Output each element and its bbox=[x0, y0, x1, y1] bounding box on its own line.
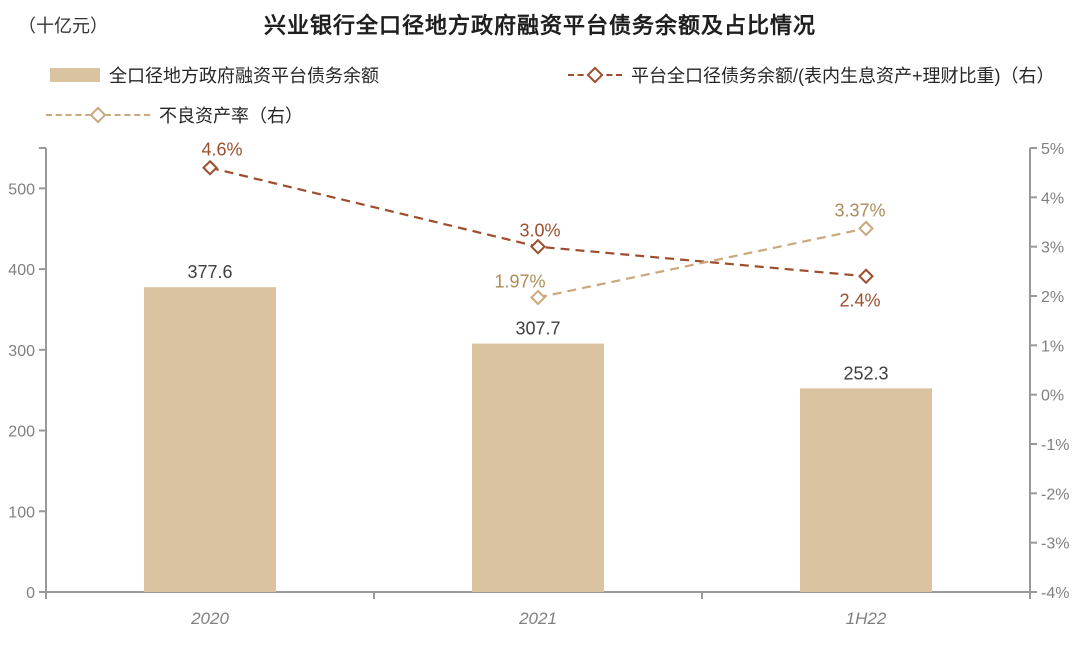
diamond-marker bbox=[530, 289, 546, 306]
chart-title: 兴业银行全口径地方政府融资平台债务余额及占比情况 bbox=[263, 13, 816, 38]
bar-swatch-icon bbox=[50, 68, 100, 82]
chart-text: 2021 bbox=[518, 609, 557, 628]
chart-text: -4% bbox=[1041, 585, 1069, 602]
legend-label: 全口径地方政府融资平台债务余额 bbox=[109, 66, 379, 86]
chart-text: 400 bbox=[8, 262, 35, 279]
diamond-marker bbox=[858, 220, 874, 237]
bar bbox=[800, 388, 932, 592]
chart-text: 2.4% bbox=[839, 290, 880, 310]
chart-text: 4.6% bbox=[201, 140, 242, 160]
legend-item-debt-balance: 全口径地方政府融资平台债务余额 bbox=[50, 62, 379, 88]
dashed-line bbox=[537, 227, 867, 299]
chart-text: 1H22 bbox=[846, 609, 887, 628]
dashed-line-diamond-icon bbox=[568, 66, 622, 84]
axis-unit-label: （十亿元） bbox=[18, 16, 108, 36]
dashed-line-diamond-icon bbox=[46, 106, 150, 124]
chart-text: 0% bbox=[1041, 388, 1064, 405]
chart-text: 300 bbox=[8, 343, 35, 360]
chart-text: 0 bbox=[26, 585, 35, 602]
bar bbox=[472, 343, 604, 592]
chart-text: 200 bbox=[8, 424, 35, 441]
chart-text: 100 bbox=[8, 504, 35, 521]
legend-item-npa-ratio: 不良资产率（右） bbox=[46, 102, 303, 128]
legend-label: 平台全口径债务余额/(表内生息资产+理财比重)（右） bbox=[631, 66, 1055, 86]
chart-text: 500 bbox=[8, 181, 35, 198]
chart-text: 307.7 bbox=[515, 319, 560, 339]
chart-text: 3.37% bbox=[834, 200, 885, 220]
chart-text: 252.3 bbox=[843, 363, 888, 383]
chart-text: 1.97% bbox=[494, 271, 545, 291]
chart-text: -3% bbox=[1041, 536, 1069, 553]
chart-text: 5% bbox=[1041, 141, 1064, 158]
chart-text: 1% bbox=[1041, 338, 1064, 355]
diamond-marker bbox=[530, 238, 546, 255]
legend-item-debt-ratio: 平台全口径债务余额/(表内生息资产+理财比重)（右） bbox=[568, 62, 1055, 88]
chart-text: -2% bbox=[1041, 486, 1069, 503]
bar bbox=[144, 287, 276, 592]
legend-label: 不良资产率（右） bbox=[159, 106, 303, 126]
diamond-marker bbox=[858, 268, 874, 285]
diamond-marker bbox=[202, 159, 218, 176]
chart-text: 2% bbox=[1041, 289, 1064, 306]
chart-text: 377.6 bbox=[187, 262, 232, 282]
chart-text: -1% bbox=[1041, 437, 1069, 454]
chart-text: 3.0% bbox=[519, 221, 560, 241]
chart-text: 3% bbox=[1041, 240, 1064, 257]
chart-text: 2020 bbox=[190, 609, 229, 628]
chart-text: 4% bbox=[1041, 190, 1064, 207]
